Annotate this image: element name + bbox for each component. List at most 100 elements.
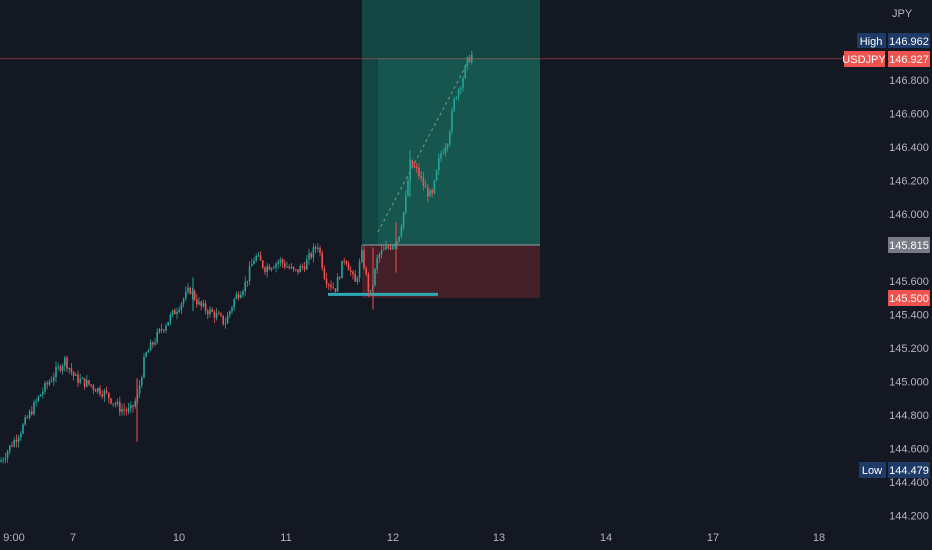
candle-body <box>427 187 429 197</box>
candle-body <box>39 394 42 397</box>
stop-price-value: 145.500 <box>889 293 929 305</box>
candle-body <box>413 166 416 168</box>
candle-body <box>2 459 4 461</box>
candle-body <box>11 445 13 447</box>
candle-body <box>37 396 40 401</box>
candle-body <box>453 98 455 111</box>
candle-body <box>53 377 55 381</box>
candle-body <box>317 247 319 249</box>
candle-body <box>154 342 156 345</box>
candle-body <box>336 276 339 292</box>
x-tick-label: 12 <box>387 532 399 544</box>
candle-body <box>284 263 286 268</box>
candle-body <box>4 457 7 460</box>
candle-body <box>61 365 64 371</box>
x-tick-label: 11 <box>280 532 291 544</box>
candle-body <box>325 278 328 285</box>
candle-body <box>127 408 130 412</box>
time-axis[interactable]: 9:00 7 10 11 12 13 14 17 18 <box>3 532 825 544</box>
candle-body <box>213 311 216 318</box>
candle-body <box>50 380 53 382</box>
y-tick-label: 145.600 <box>889 276 929 288</box>
candle-body <box>440 153 442 159</box>
candles-group <box>0 50 473 464</box>
candle-body <box>464 65 466 79</box>
candle-body <box>99 387 101 395</box>
y-tick-label: 144.800 <box>889 410 929 422</box>
candle-body <box>226 315 229 324</box>
candle-body <box>207 310 209 315</box>
candle-body <box>319 247 321 253</box>
candle-body <box>367 274 370 292</box>
candle-body <box>433 180 436 194</box>
candle-body <box>292 266 295 270</box>
candle-body <box>363 250 365 269</box>
profit-zone[interactable] <box>362 0 540 245</box>
high-label: High <box>860 36 883 48</box>
x-tick-label: 18 <box>813 532 825 544</box>
candle-body <box>248 266 251 281</box>
candle-body <box>394 245 396 247</box>
candle-body <box>138 385 141 394</box>
candle-body <box>460 87 462 90</box>
high-value-bg <box>888 33 930 48</box>
candle-body <box>306 259 308 270</box>
candle-body <box>323 268 326 279</box>
candle-body <box>211 309 213 312</box>
candle-body <box>200 301 202 306</box>
candle-body <box>431 189 433 194</box>
symbol-tag: USDJPY <box>842 54 886 66</box>
candle-body <box>123 408 125 411</box>
candle-body <box>46 383 48 385</box>
candle-body <box>416 167 418 169</box>
candle-body <box>17 437 20 442</box>
candle-body <box>169 314 172 322</box>
x-tick-label: 13 <box>493 532 505 544</box>
candle-body <box>244 282 246 292</box>
candle-body <box>22 424 24 434</box>
y-tick-label: 145.400 <box>889 310 929 322</box>
last-price-bg <box>888 51 930 67</box>
last-price-value: 146.927 <box>889 54 929 66</box>
candle-body <box>361 250 363 262</box>
candle-body <box>402 212 405 227</box>
candle-body <box>9 445 11 452</box>
candle-body <box>88 380 90 385</box>
candle-body <box>119 401 121 412</box>
candle-body <box>385 246 387 250</box>
candle-body <box>268 266 271 270</box>
candle-body <box>57 366 59 368</box>
candle-body <box>42 391 44 395</box>
candle-body <box>149 342 152 351</box>
candle-body <box>72 371 75 376</box>
entry-price-bg <box>888 237 930 253</box>
candle-body <box>28 411 31 418</box>
low-label: Low <box>862 465 882 477</box>
candle-body <box>235 294 238 300</box>
candle-body <box>79 378 81 383</box>
candle-body <box>314 247 317 249</box>
candle-body <box>167 321 169 326</box>
candle-body <box>171 310 174 315</box>
candle-body <box>471 54 473 63</box>
candle-body <box>328 284 330 286</box>
candle-body <box>105 390 108 393</box>
candle-body <box>224 323 227 325</box>
candle-body <box>398 236 400 242</box>
candle-body <box>116 401 119 405</box>
candle-body <box>64 357 66 366</box>
candle-body <box>174 310 176 315</box>
candle-body <box>376 258 378 269</box>
candle-body <box>163 329 165 331</box>
candle-body <box>411 159 414 167</box>
candle-body <box>273 267 275 269</box>
candle-body <box>286 266 288 268</box>
loss-zone[interactable] <box>362 245 540 298</box>
candle-body <box>444 147 447 153</box>
candle-body <box>97 387 99 392</box>
candle-body <box>165 325 167 331</box>
candle-body <box>92 385 95 390</box>
price-axis[interactable]: JPY 146.800 146.600 146.400 146.200 146.000 1… <box>842 8 930 523</box>
candle-body <box>418 167 420 176</box>
